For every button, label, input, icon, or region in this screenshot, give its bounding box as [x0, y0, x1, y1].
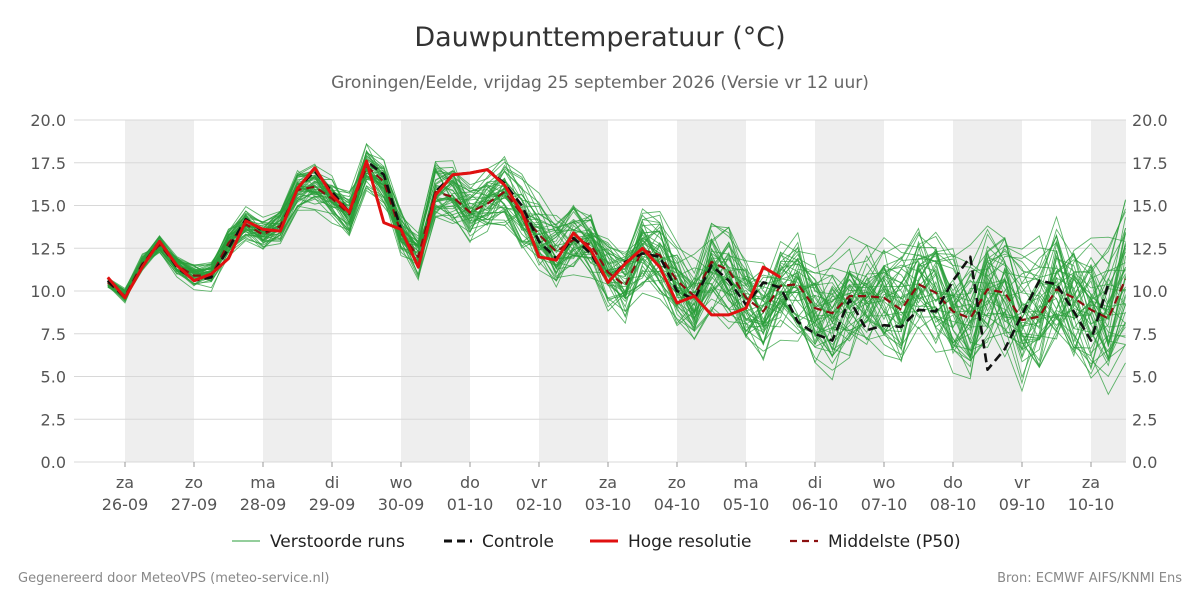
legend-hires-label: Hoge resolutie [628, 532, 752, 552]
y-tick-label-left: 20.0 [30, 111, 66, 130]
x-axis: za 26-09 zo 27-09 ma 28-09 di 29-09 wo 30-09 do 01-… [102, 462, 1115, 514]
x-tick-day: zo [185, 473, 203, 492]
footer-source: Bron: ECMWF AIFS/KNMI Ens [997, 571, 1182, 586]
x-tick-date: 02-10 [516, 495, 563, 514]
ensemble-run-line [107, 162, 1126, 378]
x-tick-day: ma [250, 473, 275, 492]
y-tick-label-right: 17.5 [1132, 154, 1168, 173]
ensemble-run-line [107, 169, 1126, 367]
y-tick-label-left: 10.0 [30, 282, 66, 301]
x-tick-date: 30-09 [378, 495, 425, 514]
legend-ensemble-label: Verstoorde runs [270, 532, 405, 552]
legend: Verstoorde runs Controle Hoge resolutie Mid… [232, 532, 961, 552]
median-series-line [107, 165, 1126, 322]
x-tick-day: za [1082, 473, 1100, 492]
y-tick-label-left: 12.5 [30, 239, 66, 258]
y-tick-label-left: 0.0 [41, 453, 66, 472]
y-tick-label-right: 20.0 [1132, 111, 1168, 130]
x-tick-date: 07-10 [861, 495, 908, 514]
x-tick-day: za [599, 473, 617, 492]
ensemble-run-line [107, 185, 1126, 359]
x-tick-date: 10-10 [1068, 495, 1115, 514]
x-tick-date: 01-10 [447, 495, 494, 514]
legend-median-label: Middelste (P50) [828, 532, 961, 552]
x-tick-date: 08-10 [930, 495, 977, 514]
y-tick-label-right: 0.0 [1132, 453, 1157, 472]
x-tick-day: do [460, 473, 480, 492]
y-tick-label-right: 7.5 [1132, 325, 1157, 344]
x-tick-day: za [116, 473, 134, 492]
footer-generated-by: Gegenereerd door MeteoVPS (meteo-service… [18, 571, 330, 586]
y-tick-label-left: 2.5 [41, 410, 66, 429]
x-tick-day: wo [390, 473, 413, 492]
y-tick-label-left: 15.0 [30, 197, 66, 216]
ensemble-run-line [107, 164, 1126, 358]
chart-title: Dauwpunttemperatuur (°C) [414, 22, 786, 53]
x-tick-day: di [808, 473, 823, 492]
x-tick-day: vr [531, 473, 547, 492]
x-tick-day: do [943, 473, 963, 492]
ensemble-run-line [107, 168, 1126, 365]
hires-series-line [106, 159, 782, 317]
y-tick-label-right: 15.0 [1132, 197, 1168, 216]
x-tick-date: 28-09 [240, 495, 287, 514]
y-tick-label-left: 17.5 [30, 154, 66, 173]
y-tick-label-right: 10.0 [1132, 282, 1168, 301]
ensemble-run-line [107, 155, 1126, 344]
ensemble-run-line [107, 171, 1126, 350]
x-tick-day: wo [873, 473, 896, 492]
ensemble-run-line [107, 166, 1126, 354]
y-tick-label-right: 2.5 [1132, 410, 1157, 429]
x-tick-date: 27-09 [171, 495, 218, 514]
x-tick-date: 04-10 [654, 495, 701, 514]
y-tick-label-right: 12.5 [1132, 239, 1168, 258]
x-tick-date: 03-10 [585, 495, 632, 514]
y-tick-label-left: 7.5 [41, 325, 66, 344]
x-tick-date: 05-10 [723, 495, 770, 514]
x-tick-day: zo [668, 473, 686, 492]
ensemble-run-line [107, 164, 1126, 368]
x-tick-date: 26-09 [102, 495, 149, 514]
y-tick-label-left: 5.0 [41, 368, 66, 387]
ensemble-run-line [107, 165, 1126, 332]
x-tick-date: 06-10 [792, 495, 839, 514]
legend-control-label: Controle [482, 532, 554, 552]
x-tick-date: 29-09 [309, 495, 356, 514]
x-tick-day: ma [733, 473, 758, 492]
x-tick-day: vr [1014, 473, 1030, 492]
ensemble-run-line [107, 163, 1126, 346]
chart-subtitle: Groningen/Eelde, vrijdag 25 september 20… [331, 73, 869, 93]
x-tick-date: 09-10 [999, 495, 1046, 514]
y-tick-label-right: 5.0 [1132, 368, 1157, 387]
x-tick-day: di [325, 473, 340, 492]
ensemble-run-line [107, 161, 1126, 375]
